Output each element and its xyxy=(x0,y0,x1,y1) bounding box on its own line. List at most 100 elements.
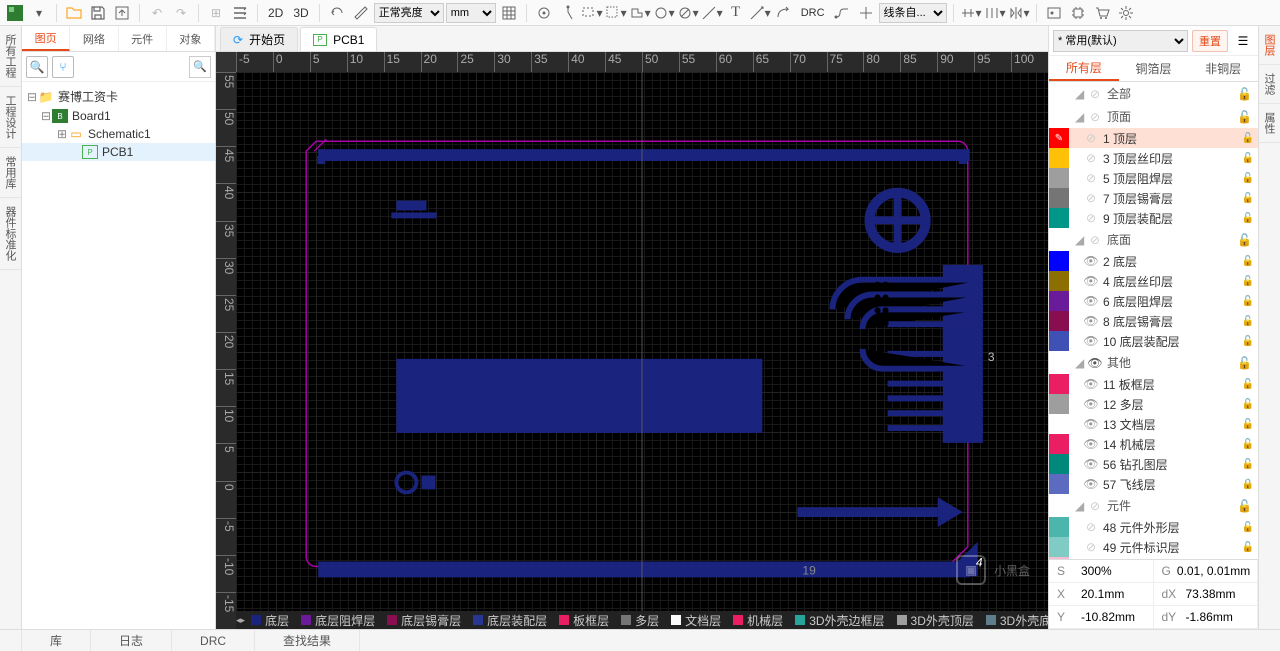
tree-root[interactable]: ⊟📁赛博工资卡 xyxy=(22,86,215,107)
bottom-tab-log[interactable]: 日志 xyxy=(91,630,172,651)
undo-icon[interactable]: ↶ xyxy=(146,2,168,24)
dropdown-arrow-icon[interactable]: ▾ xyxy=(28,2,50,24)
arc-icon[interactable] xyxy=(773,2,795,24)
line-icon[interactable]: ▾ xyxy=(701,2,723,24)
layer-row[interactable]: 👁12 多层🔓 xyxy=(1049,394,1258,414)
grid-icon[interactable] xyxy=(498,2,520,24)
bottom-tab-drc[interactable]: DRC xyxy=(172,630,255,651)
view-2d-button[interactable]: 2D xyxy=(264,6,287,20)
right-tab-copper[interactable]: 铜箔层 xyxy=(1119,56,1189,81)
target-icon[interactable] xyxy=(533,2,555,24)
left-tab-object[interactable]: 对象 xyxy=(167,26,215,51)
vtab-filter[interactable]: 过滤 xyxy=(1259,65,1280,104)
bottom-tab-find[interactable]: 查找结果 xyxy=(255,630,360,651)
save-icon[interactable] xyxy=(87,2,109,24)
group-icon[interactable]: ⊞ xyxy=(205,2,227,24)
layer-row[interactable]: 👁4 底层丝印层🔓 xyxy=(1049,271,1258,291)
tree-pcb[interactable]: PPCB1 xyxy=(22,143,215,161)
layerbar-item[interactable]: 底层 xyxy=(245,612,295,629)
circle-icon[interactable]: ▾ xyxy=(653,2,675,24)
layerbar-item[interactable]: 底层装配层 xyxy=(467,612,553,629)
bottom-tab-lib[interactable]: 库 xyxy=(22,630,91,651)
view-3d-button[interactable]: 3D xyxy=(289,6,312,20)
chip-icon[interactable] xyxy=(1067,2,1089,24)
right-tab-noncopper[interactable]: 非铜层 xyxy=(1188,56,1258,81)
layerbar-item[interactable]: 3D外壳顶层 xyxy=(891,612,980,629)
layer-group[interactable]: ◢⊘全部🔓 xyxy=(1049,82,1258,105)
layer-row[interactable]: ⊘48 元件外形层🔓 xyxy=(1049,517,1258,537)
tree-schematic[interactable]: ⊞▭Schematic1 xyxy=(22,125,215,143)
layer-group[interactable]: ◢⊘顶面🔓 xyxy=(1049,105,1258,128)
layer-row[interactable]: ⊘3 顶层丝印层🔓 xyxy=(1049,148,1258,168)
reset-button[interactable]: 重置 xyxy=(1192,30,1228,52)
layer-row[interactable]: 👁56 钻孔图层🔓 xyxy=(1049,454,1258,474)
filter-icon[interactable]: ⑂ xyxy=(52,56,74,78)
dist-icon[interactable]: ▾ xyxy=(984,2,1006,24)
layer-row[interactable]: 👁6 底层阻焊层🔓 xyxy=(1049,291,1258,311)
layer-group[interactable]: ◢⊘底面🔓 xyxy=(1049,228,1258,251)
layerbar-item[interactable]: 底层锡膏层 xyxy=(381,612,467,629)
layer-row[interactable]: ⊘5 顶层阻焊层🔓 xyxy=(1049,168,1258,188)
layer-row[interactable]: 👁8 底层锡膏层🔓 xyxy=(1049,311,1258,331)
layer-row[interactable]: 👁14 机械层🔓 xyxy=(1049,434,1258,454)
left-tab-component[interactable]: 元件 xyxy=(119,26,167,51)
measure-icon[interactable] xyxy=(350,2,372,24)
text-icon[interactable]: T xyxy=(725,2,747,24)
flip-icon[interactable] xyxy=(326,2,348,24)
layerbar-item[interactable]: 3D外壳底层 xyxy=(980,612,1048,629)
layer-row[interactable]: 👁10 底层装配层🔓 xyxy=(1049,331,1258,351)
rect-select-icon[interactable]: ▾ xyxy=(581,2,603,24)
route-icon[interactable] xyxy=(831,2,853,24)
layerbar-item[interactable]: 多层 xyxy=(615,612,665,629)
cart-icon[interactable] xyxy=(1091,2,1113,24)
search-icon[interactable]: 🔍 xyxy=(26,56,48,78)
export-icon[interactable] xyxy=(111,2,133,24)
vtab-layers[interactable]: 图层 xyxy=(1259,26,1280,65)
layer-group[interactable]: ◢👁其他🔓 xyxy=(1049,351,1258,374)
nocircle-icon[interactable]: ▾ xyxy=(677,2,699,24)
search-input[interactable] xyxy=(189,56,211,78)
right-tab-all[interactable]: 所有层 xyxy=(1049,56,1119,81)
layerbar-item[interactable]: 底层阻焊层 xyxy=(295,612,381,629)
pcb-canvas[interactable]: 3 4 19 ▣小黑盒 xyxy=(236,72,1048,611)
layer-config-icon[interactable]: ☰ xyxy=(1232,30,1254,52)
dimension-icon[interactable]: ▾ xyxy=(749,2,771,24)
doc-tab-pcb1[interactable]: P PCB1 xyxy=(300,27,377,51)
line-style-select[interactable]: 线条自... xyxy=(879,3,947,23)
layerbar-item[interactable]: 机械层 xyxy=(727,612,789,629)
left-tab-sheet[interactable]: 图页 xyxy=(22,26,70,51)
vtab-props[interactable]: 属性 xyxy=(1259,104,1280,143)
layer-row[interactable]: 👁11 板框层🔓 xyxy=(1049,374,1258,394)
drc-button[interactable]: DRC xyxy=(797,7,829,19)
layer-row[interactable]: ⊘7 顶层锡膏层🔓 xyxy=(1049,188,1258,208)
unit-select[interactable]: mm xyxy=(446,3,496,23)
poly-select-icon[interactable]: ▾ xyxy=(605,2,627,24)
layerbar-item[interactable]: 板框层 xyxy=(553,612,615,629)
cross-icon[interactable] xyxy=(855,2,877,24)
layer-row[interactable]: ⊘9 顶层装配层🔓 xyxy=(1049,208,1258,228)
mirror-icon[interactable]: ▾ xyxy=(1008,2,1030,24)
brightness-select[interactable]: 正常亮度 xyxy=(374,3,444,23)
shape-icon[interactable]: ▾ xyxy=(629,2,651,24)
layer-row[interactable]: 👁13 文档层🔓 xyxy=(1049,414,1258,434)
layer-row[interactable]: 👁2 底层🔓 xyxy=(1049,251,1258,271)
vtab-common-lib[interactable]: 常用库 xyxy=(0,148,21,198)
settings-icon[interactable] xyxy=(1115,2,1137,24)
layer-row[interactable]: ⊘49 元件标识层🔓 xyxy=(1049,537,1258,557)
probe-icon[interactable] xyxy=(557,2,579,24)
tree-board[interactable]: ⊟BBoard1 xyxy=(22,107,215,125)
layer-row[interactable]: ✎⊘1 顶层🔓 xyxy=(1049,128,1258,148)
vtab-component-std[interactable]: 器件标准化 xyxy=(0,198,21,270)
vtab-project-design[interactable]: 工程设计 xyxy=(0,87,21,148)
new-folder-icon[interactable] xyxy=(63,2,85,24)
layerbar-item[interactable]: 3D外壳边框层 xyxy=(789,612,890,629)
layerbar-item[interactable]: 文档层 xyxy=(665,612,727,629)
board-icon[interactable] xyxy=(1043,2,1065,24)
layer-row[interactable]: 👁57 飞线层🔒 xyxy=(1049,474,1258,494)
layer-preset-select[interactable]: * 常用(默认) xyxy=(1053,30,1188,52)
list-icon[interactable] xyxy=(229,2,251,24)
doc-tab-start[interactable]: ⟳ 开始页 xyxy=(220,27,298,51)
align-h-icon[interactable]: ▾ xyxy=(960,2,982,24)
left-tab-net[interactable]: 网络 xyxy=(70,26,118,51)
vtab-all-projects[interactable]: 所有工程 xyxy=(0,26,21,87)
